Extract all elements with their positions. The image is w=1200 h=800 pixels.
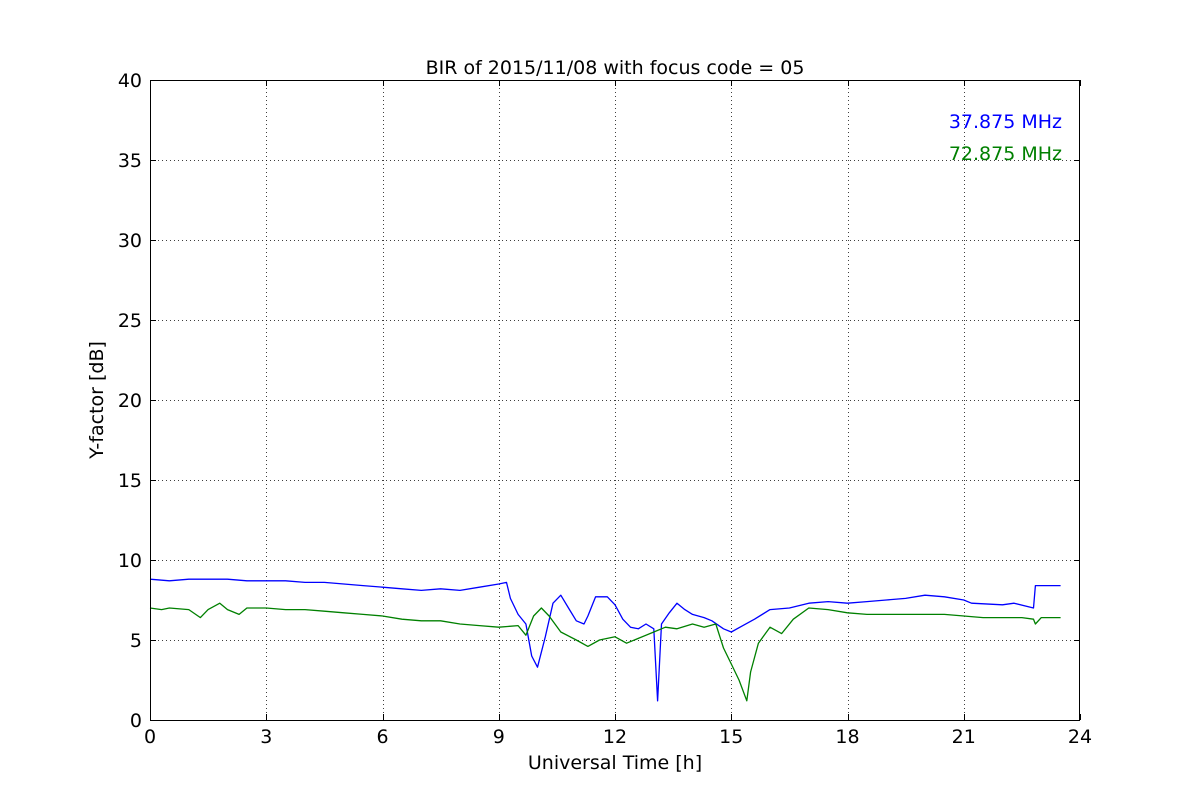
series-line-2 [149, 602, 1061, 702]
y-axis: 0 5 10 15 20 25 30 35 40 [118, 70, 1080, 732]
y-axis-label: Y-factor [dB] [86, 341, 108, 460]
x-tick-label: 21 [952, 726, 976, 748]
y-tick-label: 40 [118, 70, 142, 92]
legend-label-1: 37.875 MHz [949, 111, 1062, 133]
legend: 37.875 MHz 72.875 MHz [949, 111, 1062, 165]
grid [150, 80, 1080, 720]
x-tick-label: 6 [376, 726, 388, 748]
series-line-1 [149, 578, 1061, 702]
y-tick-label: 30 [118, 230, 142, 252]
x-tick-label: 12 [603, 726, 627, 748]
x-tick-label: 24 [1068, 726, 1092, 748]
y-tick-label: 35 [118, 150, 142, 172]
legend-label-2: 72.875 MHz [949, 143, 1062, 165]
x-tick-label: 9 [493, 726, 505, 748]
x-axis-label: Universal Time [h] [528, 752, 702, 774]
x-tick-label: 15 [719, 726, 743, 748]
chart-title: BIR of 2015/11/08 with focus code = 05 [426, 57, 805, 79]
y-tick-label: 5 [130, 630, 142, 652]
x-axis: 0 3 6 9 12 15 18 21 24 [144, 80, 1092, 748]
y-tick-label: 25 [118, 310, 142, 332]
y-tick-label: 20 [118, 390, 142, 412]
y-tick-label: 15 [118, 470, 142, 492]
y-tick-label: 0 [130, 710, 142, 732]
series-layer [149, 578, 1061, 702]
y-tick-label: 10 [118, 550, 142, 572]
x-tick-label: 3 [260, 726, 272, 748]
x-tick-label: 18 [835, 726, 859, 748]
x-tick-label: 0 [144, 726, 156, 748]
